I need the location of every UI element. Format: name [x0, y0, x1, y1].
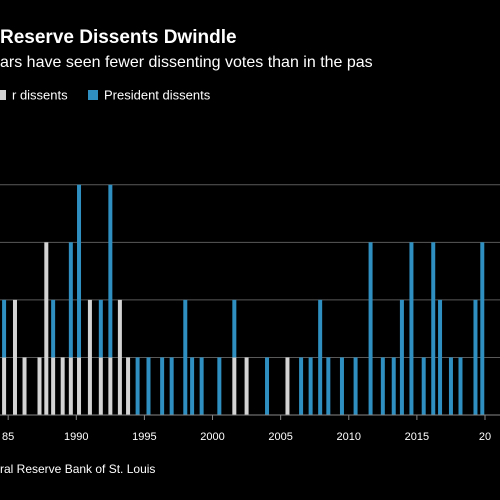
- bar: [368, 242, 373, 415]
- bar: [37, 357, 42, 415]
- bar: [232, 299, 237, 358]
- chart-subtitle: ars have seen fewer dissenting votes tha…: [0, 54, 373, 71]
- bar: [60, 357, 65, 415]
- x-tick-label: 1990: [64, 431, 88, 443]
- bar: [98, 357, 103, 415]
- bar: [380, 357, 385, 415]
- bar: [285, 357, 290, 415]
- bar: [126, 357, 131, 415]
- legend-swatch: [0, 90, 6, 100]
- bar: [108, 184, 113, 358]
- bar: [2, 299, 7, 358]
- x-tick-label: 2010: [337, 431, 361, 443]
- bar: [183, 299, 188, 415]
- x-tick-label: 2015: [405, 431, 429, 443]
- bar: [117, 299, 122, 415]
- bar: [480, 242, 485, 415]
- bar: [353, 357, 358, 415]
- bar: [318, 299, 323, 415]
- bar: [421, 357, 426, 415]
- bar: [232, 357, 237, 415]
- bar: [51, 357, 56, 415]
- bar: [458, 357, 463, 415]
- bar: [169, 357, 174, 415]
- bar: [473, 299, 478, 415]
- bar: [244, 357, 249, 415]
- x-tick-label: 2000: [200, 431, 224, 443]
- bar: [326, 357, 331, 415]
- bar: [160, 357, 165, 415]
- bar: [44, 242, 49, 415]
- x-tick-label: 85: [2, 431, 14, 443]
- bar: [22, 357, 27, 415]
- bar: [438, 299, 443, 415]
- bar: [51, 299, 56, 358]
- bar: [77, 357, 82, 415]
- chart-title: Reserve Dissents Dwindle: [0, 27, 237, 48]
- legend-label: President dissents: [104, 87, 211, 102]
- bar: [68, 357, 73, 415]
- legend-label: r dissents: [12, 87, 68, 102]
- bar: [217, 357, 222, 415]
- legend-swatch: [88, 90, 98, 100]
- bar: [135, 357, 140, 415]
- bar: [308, 357, 313, 415]
- bar: [265, 357, 270, 415]
- bar: [448, 357, 453, 415]
- bar: [409, 242, 414, 415]
- bar: [399, 299, 404, 415]
- bar: [431, 242, 436, 415]
- bar: [146, 357, 151, 415]
- x-tick-label: 2005: [268, 431, 292, 443]
- bar: [339, 357, 344, 415]
- bar: [98, 299, 103, 358]
- source: ral Reserve Bank of St. Louis: [0, 462, 155, 476]
- x-tick-label: 1995: [132, 431, 156, 443]
- bar: [108, 357, 113, 415]
- bar: [199, 357, 204, 415]
- bar: [391, 357, 396, 415]
- bar: [87, 299, 92, 415]
- bar: [12, 299, 17, 415]
- x-tick-label: 20: [479, 431, 491, 443]
- bar: [2, 357, 7, 415]
- bar: [68, 242, 73, 358]
- bar: [77, 184, 82, 358]
- bar: [299, 357, 304, 415]
- bar: [190, 357, 195, 415]
